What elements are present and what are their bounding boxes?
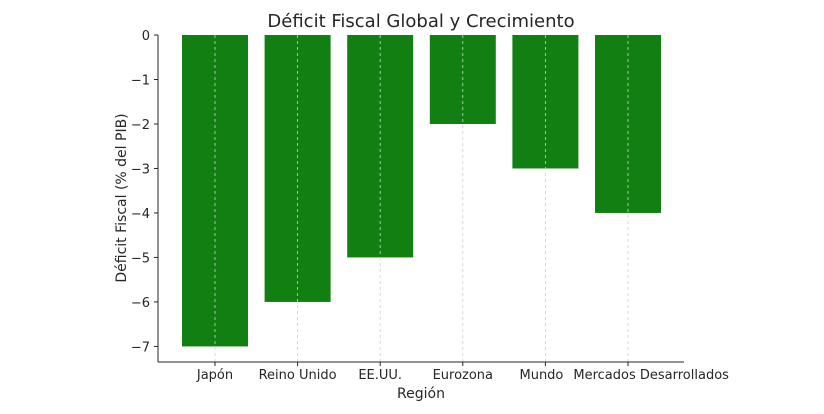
x-tick-label: Japón (196, 368, 233, 383)
x-axis-label: Región (397, 386, 445, 402)
y-tick-label: −3 (131, 162, 150, 177)
y-tick-label: −1 (131, 73, 150, 88)
bar (595, 35, 661, 213)
y-axis-label: Déficit Fiscal (% del PIB) (114, 113, 130, 282)
bars (182, 35, 661, 362)
y-tick-label: 0 (142, 29, 150, 44)
bar (347, 35, 414, 258)
chart-title: Déficit Fiscal Global y Crecimiento (267, 11, 574, 32)
x-tick-label: Eurozona (433, 368, 493, 383)
x-tick-label: Mercados Desarrollados (573, 368, 729, 383)
y-tick-label: −5 (131, 251, 150, 266)
axes: Japón Reino Unido EE.UU. Eurozona Mundo Merca… (131, 29, 729, 383)
x-tick-label: Mundo (519, 368, 563, 383)
y-tick-label: −7 (131, 340, 150, 355)
y-tick-label: −6 (131, 296, 150, 311)
y-tick-label: −2 (131, 118, 150, 133)
x-tick-label: EE.UU. (358, 368, 402, 383)
x-tick-label: Reino Unido (259, 368, 337, 383)
y-tick-label: −4 (131, 207, 150, 222)
